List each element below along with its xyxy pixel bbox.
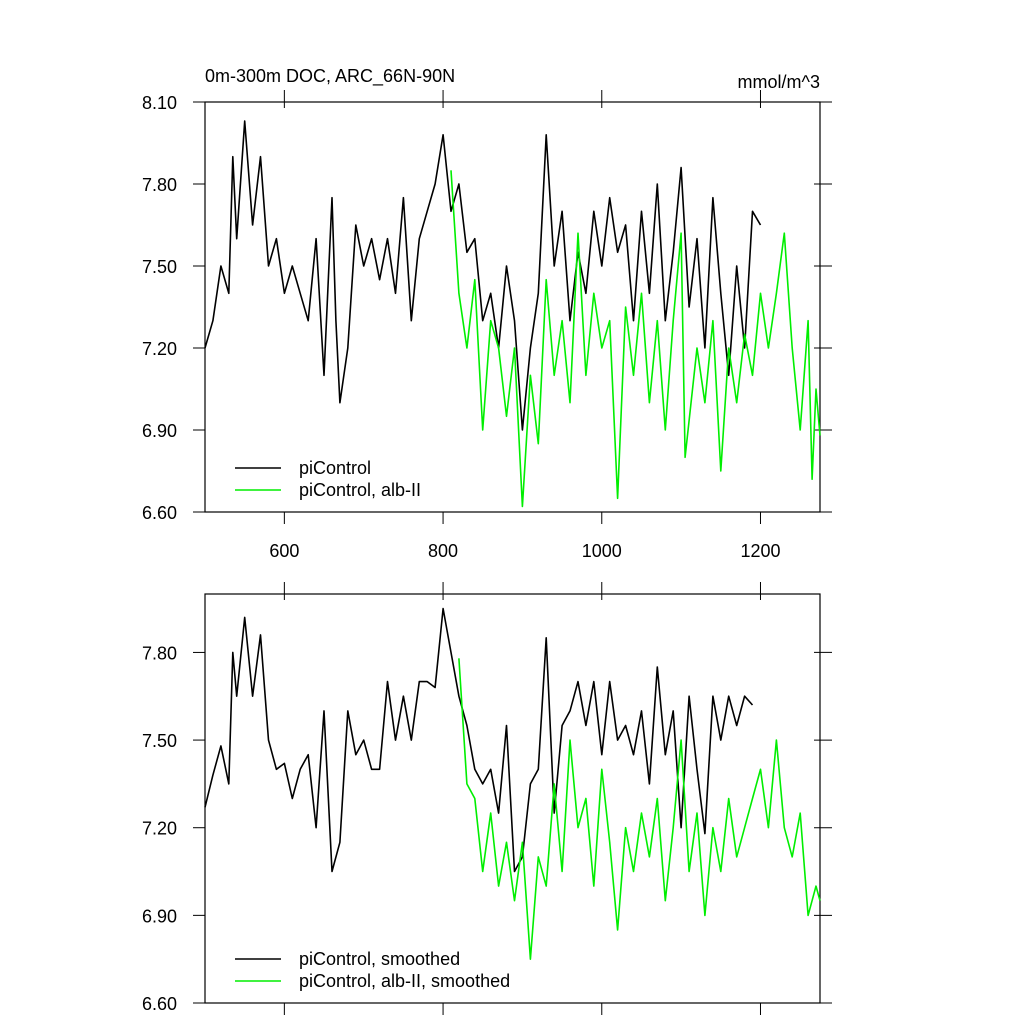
x-tick-label: 600 — [269, 541, 299, 561]
y-tick-label: 8.10 — [142, 93, 177, 113]
y-tick-label: 6.90 — [142, 906, 177, 926]
y-tick-label: 6.60 — [142, 994, 177, 1014]
legend-label: piControl, alb-II — [299, 480, 421, 500]
series-line — [450, 170, 821, 508]
series-line — [204, 607, 754, 873]
units-label: mmol/m^3 — [738, 72, 820, 92]
x-tick-label: 800 — [428, 541, 458, 561]
y-tick-label: 7.50 — [142, 257, 177, 277]
series-line — [204, 120, 762, 431]
y-tick-label: 7.50 — [142, 731, 177, 751]
plot-frame — [204, 593, 821, 1004]
y-tick-label: 6.90 — [142, 421, 177, 441]
x-tick-label: 1000 — [582, 541, 622, 561]
legend-label: piControl, smoothed — [299, 949, 460, 969]
y-tick-label: 6.60 — [142, 503, 177, 523]
y-tick-label: 7.80 — [142, 643, 177, 663]
y-tick-label: 7.20 — [142, 339, 177, 359]
plot-frame — [204, 101, 821, 513]
legend-label: piControl — [299, 458, 371, 478]
series-line — [458, 658, 821, 960]
y-tick-label: 7.20 — [142, 819, 177, 839]
chart-title: 0m-300m DOC, ARC_66N-90N — [205, 66, 455, 87]
x-tick-label: 1200 — [740, 541, 780, 561]
y-tick-label: 7.80 — [142, 175, 177, 195]
legend-label: piControl, alb-II, smoothed — [299, 971, 510, 991]
